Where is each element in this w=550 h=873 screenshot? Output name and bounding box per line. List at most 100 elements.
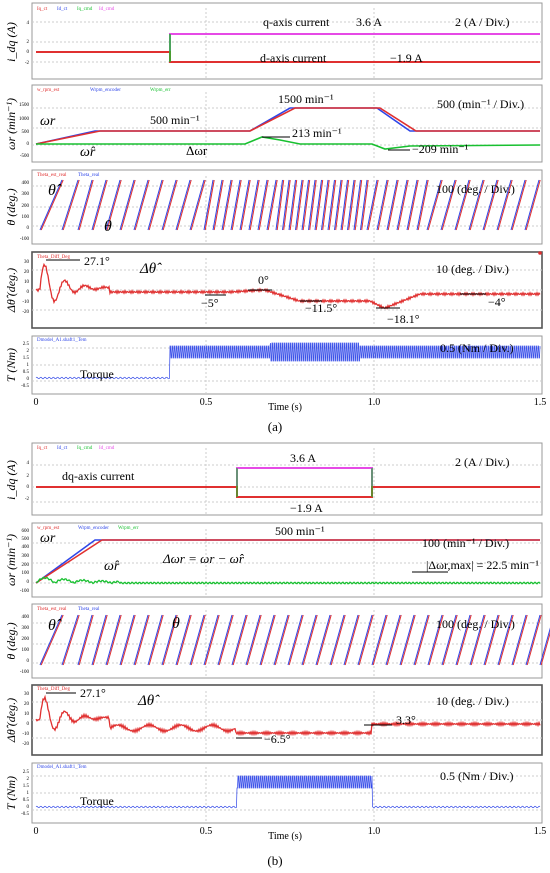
annotation: dq-axis current	[62, 469, 135, 483]
ylabel: T (Nm)	[4, 348, 18, 382]
figure-a-svg: Iq_ct Id_ct Iq_cmd Id_cmd 4 2 0 -2 i_dq …	[4, 2, 547, 413]
ytick: 2.5	[23, 342, 30, 347]
ytick: 0	[27, 805, 30, 810]
annotation: ωr	[40, 114, 56, 129]
annotation: |Δωr,max| = 22.5 min⁻¹	[426, 558, 539, 572]
xtick: 0	[34, 826, 39, 837]
legend-item: Iq_ct	[37, 7, 48, 12]
xtick: 1.5	[534, 826, 547, 837]
annotation: Δωr = ωr − ω̂r	[162, 551, 245, 566]
figure-b: Iq_ct Id_ct Iq_cmd Id_cmd 4 2 0 -2 i_dq …	[0, 440, 550, 873]
legend-item: Theta_est_real	[37, 173, 67, 178]
annotation: −1.9 A	[290, 501, 323, 515]
caption-a: (a)	[267, 419, 283, 434]
annotation: 500 min⁻¹	[150, 113, 200, 127]
ytick: 0	[27, 142, 30, 147]
ytick: 30	[24, 260, 30, 265]
series-theta-diff-b	[35, 694, 541, 737]
theta-real-line	[39, 179, 540, 231]
ytick: -10	[22, 732, 29, 737]
series-theta-diff-a	[35, 262, 541, 310]
ytick: 400	[22, 181, 30, 186]
annotation: Torque	[80, 367, 114, 381]
panel-b2: w_rpm_est Wrpm_encoder Wrpm_err 600 500 …	[4, 522, 543, 598]
ylabel: ωr (min⁻¹)	[4, 98, 18, 150]
ytick: -0.5	[21, 384, 29, 389]
xtick: 0.5	[200, 826, 213, 837]
ytick: 1	[27, 363, 30, 368]
ytick: 1.5	[23, 784, 30, 789]
scale-label: 2 (A / Div.)	[455, 455, 510, 469]
ytick: 1500	[19, 103, 30, 108]
ytick: -2	[25, 61, 30, 66]
ytick: 500	[22, 537, 30, 542]
ylabel: θ (deg.)	[4, 188, 18, 225]
xtick: 1.5	[534, 397, 547, 408]
annotation: θ	[172, 615, 180, 632]
annotation: 3.6 A	[356, 15, 382, 29]
annotation: q-axis current	[263, 15, 330, 29]
panel-a3: Theta_est_real Theta_real 400 300 200 10…	[4, 169, 543, 245]
theta-est-line	[40, 179, 541, 231]
ytick: -100	[20, 237, 30, 242]
ytick: -20	[22, 310, 29, 315]
ytick: 2	[27, 349, 30, 354]
legend-item: Wrpm_encoder	[90, 88, 121, 93]
annotation: Δωr	[186, 143, 208, 158]
legend-item: Theta_est_real	[37, 607, 67, 612]
legend-item: Dmodel_A1.shaft1_Tem	[37, 338, 87, 343]
ytick: 1000	[19, 117, 30, 122]
ytick: 30	[24, 692, 30, 697]
ytick: 0	[27, 50, 30, 55]
ytick: -100	[20, 670, 30, 675]
series-id-b	[36, 486, 540, 498]
annotation: −4°	[488, 295, 506, 309]
annotation: −18.1°	[387, 312, 420, 326]
ytick: 10	[24, 712, 30, 717]
series-step-b	[236, 468, 373, 497]
series-wrpm-est-a	[35, 107, 540, 145]
scale-label: 500 (min⁻¹ / Div.)	[437, 97, 524, 111]
legend-item: Id_cmd	[99, 7, 115, 12]
legend-item: Wrpm_encoder	[78, 526, 109, 531]
legend-item: Theta_real	[78, 607, 100, 612]
ytick: 4	[27, 461, 30, 466]
ytick: 1.5	[23, 356, 30, 361]
legend-item: Id_ct	[57, 446, 68, 451]
annotation: d-axis current	[260, 51, 327, 65]
series-theta-a	[39, 179, 541, 231]
scale-label: 100 (min⁻¹ / Div.)	[422, 536, 509, 550]
legend-item: Id_cmd	[99, 446, 115, 451]
xtick: 0	[34, 397, 39, 408]
annotation: ωr	[40, 531, 56, 546]
annotation: Torque	[80, 794, 114, 808]
time-axis-b: 0 0.5 1.0 1.5 Time (s)	[34, 826, 547, 842]
ytick: 20	[24, 270, 30, 275]
ytick: 10	[24, 280, 30, 285]
caption-b: (b)	[267, 853, 283, 868]
ytick: 0.5	[23, 370, 30, 375]
series-wrpm-err-b	[35, 576, 541, 585]
legend-item: w_rpm_est	[37, 88, 60, 93]
scale-label: 10 (deg. / Div.)	[436, 262, 509, 276]
ytick: 2	[27, 474, 30, 479]
annotation: 3.3°	[396, 713, 416, 727]
panel-a2: w_rpm_est Wrpm_encoder Wrpm_err 1500 100…	[4, 84, 543, 163]
xtick: 1.0	[368, 826, 381, 837]
ytick: 2	[27, 777, 30, 782]
legend-item: Iq_cmd	[77, 446, 93, 451]
legend-item: Theta_real	[78, 173, 100, 178]
panel-b3: Theta_est_real Theta_real 400 300 200 10…	[4, 603, 550, 679]
theta-real-line	[39, 614, 550, 666]
legend-item: Theta_Diff_Deg	[37, 255, 70, 260]
ylabel: Δθ̂ (deg.)	[4, 698, 18, 743]
ytick: 100	[22, 215, 30, 220]
ytick: 200	[22, 563, 30, 568]
ytick: -10	[22, 300, 29, 305]
ylabel: Δθ̂ (deg.)	[4, 268, 18, 313]
scale-label: 100 (deg. / Div.)	[436, 617, 515, 631]
series-wrpm-est-b	[35, 539, 540, 584]
ytick: 300	[22, 192, 30, 197]
ytick: 0	[27, 377, 30, 382]
ytick: -500	[20, 154, 30, 159]
